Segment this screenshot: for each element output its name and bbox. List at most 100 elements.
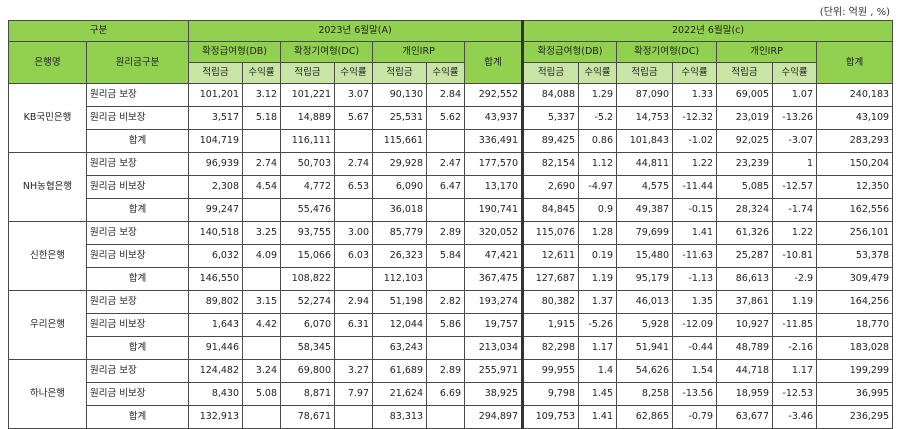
value-cell: 6.69 xyxy=(426,382,466,406)
value-cell: 43,937 xyxy=(464,106,524,130)
value-cell: 62,865 xyxy=(616,405,674,429)
value-cell: 12,611 xyxy=(521,244,580,268)
value-cell: 21,624 xyxy=(372,382,428,406)
value-cell: 15,066 xyxy=(280,244,336,268)
value-cell: 0.9 xyxy=(578,198,618,222)
value-cell: 2.74 xyxy=(334,152,374,176)
value-cell: 0.19 xyxy=(578,244,618,268)
value-cell: 53,378 xyxy=(816,244,894,268)
value-cell: 127,687 xyxy=(521,267,580,291)
value-cell: 2.82 xyxy=(426,290,466,314)
value-cell: 6.53 xyxy=(334,175,374,199)
value-cell: 83,313 xyxy=(372,405,428,429)
value-cell xyxy=(242,267,282,291)
principal-type-cell: 원리금 보장 xyxy=(85,83,190,107)
value-cell: 1.17 xyxy=(578,336,618,360)
value-cell: 46,013 xyxy=(616,290,674,314)
table-row: 신한은행 원리금 보장 140,518 3.25 93,755 3.00 85,779 2.8… xyxy=(8,221,894,291)
table-row: 합계 91,446 58,345 63,243 213,034 82,298 1.17 51,… xyxy=(9,336,894,360)
value-cell: 69,800 xyxy=(280,359,336,383)
value-cell: 150,204 xyxy=(816,152,894,176)
value-cell: 3.27 xyxy=(334,359,374,383)
value-cell: 1.37 xyxy=(578,290,618,314)
value-cell: 63,677 xyxy=(716,405,774,429)
table-row: 원리금 비보장 1,643 4.42 6,070 6.31 12,044 5.86 19,75… xyxy=(9,313,894,337)
value-cell: 183,028 xyxy=(816,336,894,360)
table-row: 합계 99,247 55,476 36,018 190,741 84,845 0.9 49,3… xyxy=(9,198,894,222)
header-dc-2023: 확정기여형(DC) xyxy=(280,41,374,63)
value-cell: 4.54 xyxy=(242,175,282,199)
table-row: NH농협은행 원리금 보장 96,939 2.74 50,703 2.74 29,928 2.… xyxy=(8,152,894,222)
value-cell: 6.03 xyxy=(334,244,374,268)
value-cell: 5.62 xyxy=(426,106,466,130)
header-balance: 적립금 xyxy=(616,62,674,84)
value-cell: 7.97 xyxy=(334,382,374,406)
value-cell: 336,491 xyxy=(464,129,524,153)
value-cell: 190,741 xyxy=(464,198,524,222)
value-cell: 3.00 xyxy=(334,221,374,245)
value-cell: 51,941 xyxy=(616,336,674,360)
value-cell: 4.09 xyxy=(242,244,282,268)
value-cell: 3,517 xyxy=(188,106,244,130)
value-cell: 5.18 xyxy=(242,106,282,130)
bank-name: KB국민은행 xyxy=(8,83,87,153)
header-row-1: 구분 2023년 6월말(A) 2022년 6월말(c) xyxy=(7,20,894,42)
value-cell: 51,198 xyxy=(372,290,428,314)
value-cell: 1.22 xyxy=(672,152,718,176)
value-cell: 3.12 xyxy=(242,83,282,107)
value-cell: 124,482 xyxy=(188,359,244,383)
value-cell: 240,183 xyxy=(816,83,894,107)
principal-type-cell: 원리금 보장 xyxy=(85,290,190,314)
header-balance: 적립금 xyxy=(280,62,336,84)
value-cell: 177,570 xyxy=(464,152,524,176)
value-cell: 54,626 xyxy=(616,359,674,383)
principal-type-cell: 합계 xyxy=(85,129,190,153)
value-cell: 6.47 xyxy=(426,175,466,199)
value-cell: 3.15 xyxy=(242,290,282,314)
value-cell: 4.42 xyxy=(242,313,282,337)
value-cell: 101,201 xyxy=(188,83,244,107)
value-cell: -1.74 xyxy=(772,198,818,222)
principal-type-cell: 원리금 비보장 xyxy=(85,244,190,268)
value-cell: 6.31 xyxy=(334,313,374,337)
value-cell: 48,789 xyxy=(716,336,774,360)
value-cell: 1 xyxy=(772,152,818,176)
principal-type-cell: 합계 xyxy=(85,405,190,429)
value-cell: 18,959 xyxy=(716,382,774,406)
value-cell: 6,070 xyxy=(280,313,336,337)
value-cell: 5.08 xyxy=(242,382,282,406)
value-cell: 1.12 xyxy=(578,152,618,176)
value-cell: 1.35 xyxy=(672,290,718,314)
value-cell: 1.41 xyxy=(672,221,718,245)
value-cell: -3.46 xyxy=(772,405,818,429)
header-principal-type: 원리금구분 xyxy=(85,41,190,84)
table-row: 합계 146,550 108,822 112,103 367,475 127,687 1.1… xyxy=(9,267,894,291)
value-cell: 79,699 xyxy=(616,221,674,245)
principal-type-cell: 원리금 보장 xyxy=(85,221,190,245)
table-row: 하나은행 원리금 보장 124,482 3.24 69,800 3.27 61,689 2.8… xyxy=(8,359,894,429)
bank-name: 신한은행 xyxy=(8,221,87,291)
value-cell: 14,889 xyxy=(280,106,336,130)
value-cell: 25,531 xyxy=(372,106,428,130)
value-cell: 213,034 xyxy=(464,336,524,360)
bank-name: 하나은행 xyxy=(8,359,87,429)
value-cell: 3.24 xyxy=(242,359,282,383)
value-cell: -2.16 xyxy=(772,336,818,360)
value-cell: 3.07 xyxy=(334,83,374,107)
principal-type-cell: 합계 xyxy=(85,267,190,291)
value-cell: 63,243 xyxy=(372,336,428,360)
table-row: 합계 104,719 116,111 115,661 336,491 89,425 0.86… xyxy=(9,129,894,153)
value-cell: -12.57 xyxy=(772,175,818,199)
value-cell xyxy=(334,267,374,291)
header-return: 수익률 xyxy=(334,62,374,84)
value-cell xyxy=(242,405,282,429)
principal-type-cell: 원리금 비보장 xyxy=(85,382,190,406)
value-cell: 1.19 xyxy=(772,290,818,314)
value-cell: 5,928 xyxy=(616,313,674,337)
value-cell: 14,753 xyxy=(616,106,674,130)
value-cell: 10,927 xyxy=(716,313,774,337)
value-cell: 95,179 xyxy=(616,267,674,291)
value-cell: 8,258 xyxy=(616,382,674,406)
unit-note: (단위: 억원 , %) xyxy=(819,7,890,18)
value-cell: 1,915 xyxy=(521,313,580,337)
